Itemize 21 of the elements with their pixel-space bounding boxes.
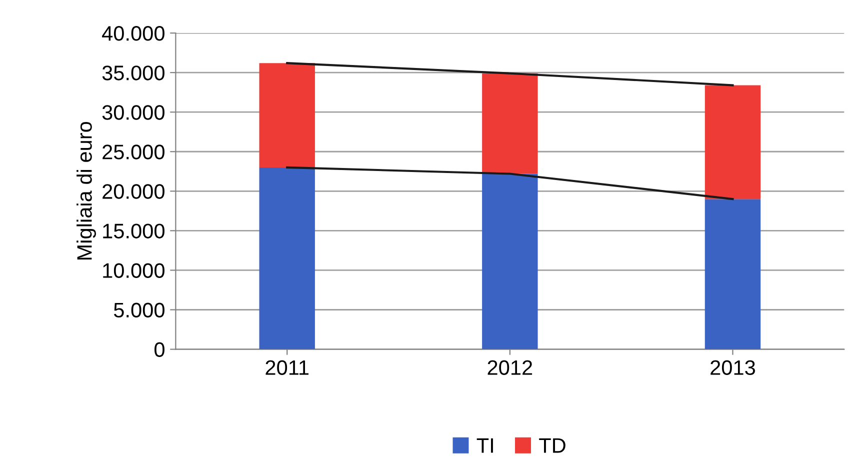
y-tick-label: 20.000 — [102, 184, 164, 199]
y-tick-label: 10.000 — [103, 263, 164, 278]
bar — [482, 73, 538, 174]
y-tick-label: 35.000 — [102, 66, 164, 80]
x-tick-label: 2013 — [710, 360, 755, 375]
x-tick-label: 2012 — [488, 360, 532, 375]
x-tick-label: 2011 — [266, 360, 308, 375]
bar — [259, 167, 315, 350]
y-tick-label: 0 — [154, 342, 164, 358]
bar — [704, 85, 761, 200]
y-tick-label: 15.000 — [103, 224, 164, 238]
bar — [259, 63, 315, 168]
y-tick-label: 40.000 — [102, 26, 164, 41]
y-tick-label: 30.000 — [102, 105, 164, 120]
bar — [482, 174, 538, 350]
y-tick-label: 5.000 — [114, 302, 164, 318]
legend-label: TD — [539, 438, 566, 453]
y-axis-title: Migliaia di euro — [76, 122, 96, 260]
y-tick-label: 25.000 — [102, 144, 164, 160]
legend-label: TI — [476, 438, 493, 453]
bar — [704, 199, 761, 350]
